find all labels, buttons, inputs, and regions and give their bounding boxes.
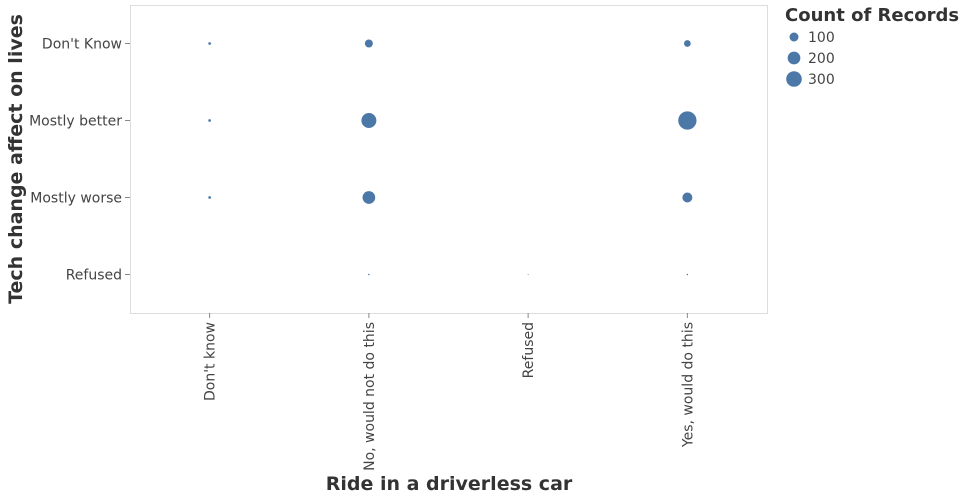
legend-label: 200 <box>808 51 835 67</box>
y-tick-label: Refused <box>66 268 122 284</box>
legend-symbol <box>789 32 799 42</box>
bubble <box>686 273 689 276</box>
bubble <box>368 273 370 276</box>
bubble <box>208 119 211 122</box>
bubble <box>684 40 691 47</box>
legend-label: 100 <box>808 30 835 46</box>
y-axis-title: Tech change affect on lives <box>5 14 27 304</box>
y-tick-label: Don't Know <box>42 37 122 53</box>
legend-title: Count of Records <box>785 5 959 26</box>
bubble <box>527 274 529 275</box>
bubble <box>682 192 693 203</box>
x-tick-label: No, would not do this <box>362 322 378 471</box>
y-tick-label: Mostly worse <box>30 191 122 207</box>
bubble <box>208 42 211 45</box>
bubble <box>208 196 211 199</box>
bubble <box>364 39 373 48</box>
y-tick-label: Mostly better <box>29 114 122 130</box>
legend-symbol <box>787 51 801 65</box>
legend-symbol <box>786 71 802 87</box>
x-tick-label: Don't know <box>203 322 219 401</box>
plot-frame <box>130 5 768 314</box>
legend-label: 300 <box>808 72 835 88</box>
bubble <box>678 111 697 130</box>
x-axis-title: Ride in a driverless car <box>326 473 573 495</box>
bubble <box>361 112 377 129</box>
x-tick-label: Refused <box>521 322 537 378</box>
bubble <box>362 191 376 204</box>
x-tick-label: Yes, would do this <box>680 322 696 448</box>
